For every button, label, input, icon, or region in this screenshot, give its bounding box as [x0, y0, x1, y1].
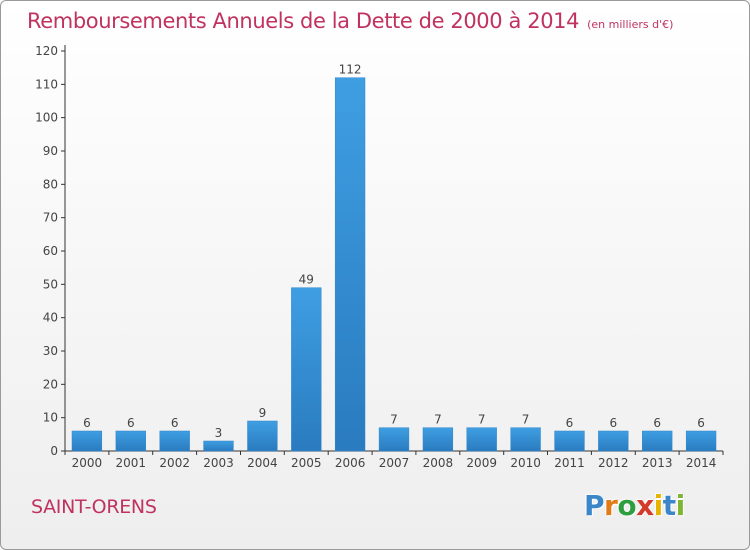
bar-value-label: 6 [653, 416, 661, 430]
y-tick-label: 70 [43, 211, 58, 225]
bar [554, 430, 585, 452]
x-tick-label: 2001 [116, 456, 147, 470]
bar [159, 430, 190, 452]
chart-title: Remboursements Annuels de la Dette de 20… [27, 9, 673, 33]
y-tick-label: 120 [35, 44, 58, 58]
bar-value-label: 7 [390, 413, 398, 427]
y-tick-label: 110 [35, 77, 58, 91]
city-name: SAINT-ORENS [31, 496, 157, 518]
y-tick-label: 10 [43, 411, 58, 425]
bar-value-label: 7 [522, 413, 530, 427]
bar [203, 440, 234, 452]
bar-value-label: 9 [259, 406, 267, 420]
logo-letter: r [604, 489, 618, 522]
bar-value-label: 7 [434, 413, 442, 427]
logo-letter: P [584, 489, 605, 522]
y-tick-label: 40 [43, 311, 58, 325]
logo-letter: o [617, 489, 637, 522]
bar [378, 427, 410, 452]
x-tick-label: 2008 [423, 456, 454, 470]
bar [685, 430, 717, 452]
bar [291, 287, 322, 452]
x-tick-label: 2002 [159, 456, 190, 470]
x-tick-label: 2000 [72, 456, 103, 470]
bar-value-label: 6 [697, 416, 705, 430]
proxiti-logo: Proxiti [584, 489, 685, 522]
logo-letter: i [653, 489, 664, 522]
bar-value-label: 6 [609, 416, 617, 430]
x-tick-label: 2006 [335, 456, 366, 470]
y-tick-label: 20 [43, 377, 58, 391]
logo-letter: t [662, 489, 676, 522]
bar-value-label: 3 [215, 426, 223, 440]
x-tick-label: 2013 [642, 456, 673, 470]
bar-value-label: 6 [171, 416, 179, 430]
y-tick-label: 60 [43, 244, 58, 258]
bar [71, 430, 103, 452]
bar [598, 430, 629, 452]
bar-value-label: 49 [299, 273, 314, 287]
bar-value-label: 6 [127, 416, 135, 430]
bar [642, 430, 673, 452]
x-tick-label: 2004 [247, 456, 278, 470]
x-tick-label: 2007 [379, 456, 410, 470]
bar [422, 427, 454, 452]
bar [247, 420, 278, 452]
x-tick-label: 2003 [203, 456, 234, 470]
bar-value-label: 6 [566, 416, 574, 430]
x-tick-label: 2012 [598, 456, 629, 470]
x-tick-label: 2014 [686, 456, 717, 470]
bar-value-label: 7 [478, 413, 486, 427]
bar [115, 430, 146, 452]
y-tick-label: 50 [43, 277, 58, 291]
x-tick-label: 2011 [554, 456, 585, 470]
y-tick-label: 100 [35, 111, 58, 125]
y-tick-label: 90 [43, 144, 58, 158]
bar [334, 77, 366, 452]
y-tick-label: 80 [43, 177, 58, 191]
bar-value-label: 112 [339, 63, 362, 77]
bar-value-label: 6 [83, 416, 91, 430]
x-tick-label: 2009 [466, 456, 497, 470]
x-tick-label: 2010 [510, 456, 541, 470]
bar [510, 427, 541, 452]
x-tick-label: 2005 [291, 456, 322, 470]
logo-letter: x [636, 489, 654, 522]
y-tick-label: 30 [43, 344, 58, 358]
bar [466, 427, 497, 452]
chart-subtitle: (en milliers d'€) [587, 18, 674, 31]
y-tick-label: 0 [50, 444, 58, 458]
chart-title-text: Remboursements Annuels de la Dette de 20… [27, 9, 580, 33]
logo-letter: i [675, 489, 686, 522]
